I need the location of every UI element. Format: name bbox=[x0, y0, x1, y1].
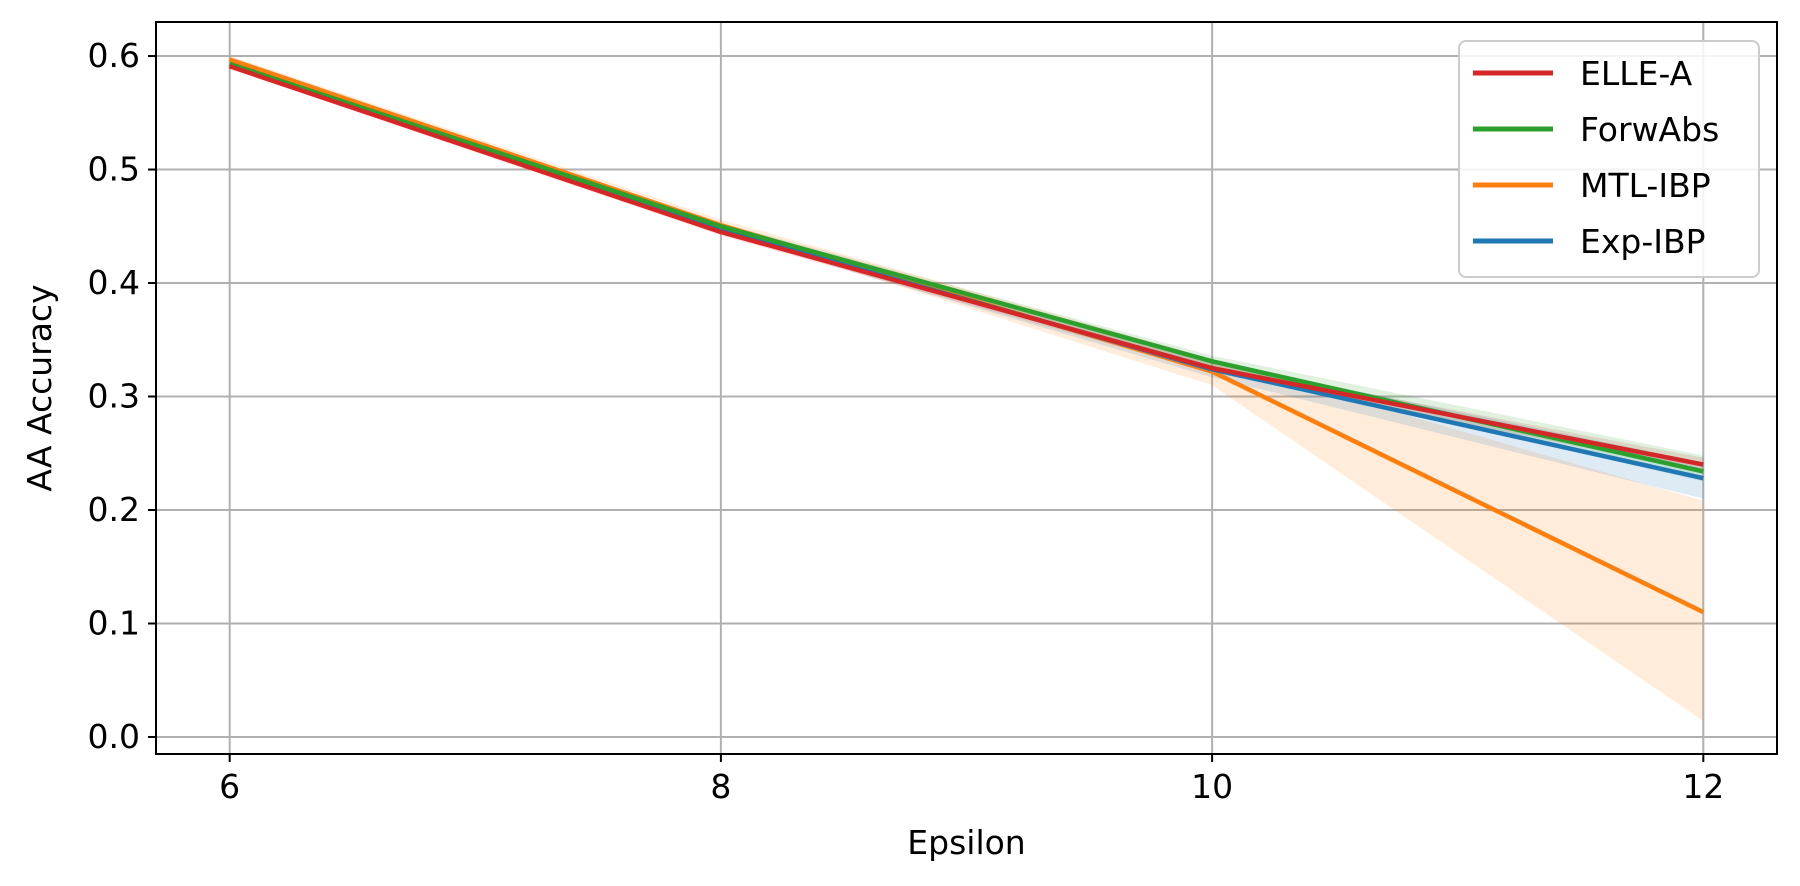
plot-frame bbox=[155, 21, 1778, 755]
y-axis-label: AA Accuracy bbox=[20, 284, 59, 491]
x-tick-label: 10 bbox=[1191, 767, 1233, 806]
x-tick-label: 8 bbox=[710, 767, 731, 806]
y-axis-ticks: 0.0 0.1 0.2 0.3 0.4 0.5 0.6 bbox=[88, 36, 156, 756]
legend-label: ForwAbs bbox=[1580, 110, 1719, 149]
y-tick-label: 0.6 bbox=[88, 36, 140, 75]
legend-item-exp-ibp: Exp-IBP bbox=[1473, 222, 1706, 261]
y-tick-label: 0.5 bbox=[88, 150, 140, 189]
y-tick-label: 0.1 bbox=[88, 603, 140, 642]
x-axis-ticks: 6 8 10 12 bbox=[219, 754, 1724, 806]
legend-item-elle-a: ELLE-A bbox=[1473, 54, 1693, 93]
legend-box bbox=[1458, 40, 1760, 278]
x-axis-label: Epsilon bbox=[907, 823, 1025, 862]
legend-item-mtl-ibp: MTL-IBP bbox=[1473, 166, 1711, 205]
x-tick-label: 12 bbox=[1682, 767, 1724, 806]
legend-label: Exp-IBP bbox=[1580, 222, 1706, 261]
legend-label: MTL-IBP bbox=[1580, 166, 1711, 205]
elle-a-line bbox=[228, 64, 1704, 467]
legend: ELLE-A ForwAbs MTL-IBP Exp-IBP bbox=[1458, 40, 1760, 278]
y-tick-label: 0.4 bbox=[88, 263, 140, 302]
elle-a-confidence-band bbox=[229, 63, 1704, 472]
y-tick-label: 0.0 bbox=[88, 717, 140, 756]
x-tick-label: 6 bbox=[219, 767, 240, 806]
legend-item-forwabs: ForwAbs bbox=[1473, 110, 1719, 149]
y-tick-label: 0.2 bbox=[88, 490, 140, 529]
legend-label: ELLE-A bbox=[1580, 54, 1693, 93]
y-tick-label: 0.3 bbox=[88, 377, 140, 416]
series-lines bbox=[228, 57, 1705, 615]
